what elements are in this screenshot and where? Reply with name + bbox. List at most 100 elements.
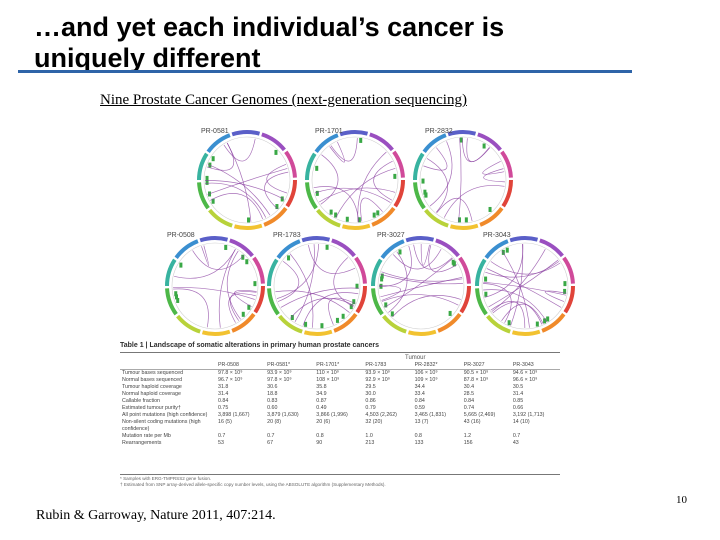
rearrangement-link [482,161,505,175]
copy-number-mark [380,276,384,282]
copy-number-mark [329,209,333,215]
copy-number-mark [287,255,291,261]
rearrangement-link [466,138,490,162]
inner-ring [419,136,507,224]
table-grid: PR-0508 PR-0581* PR-1701* PR-1783 PR-283… [120,362,560,447]
inner-ring [273,242,361,330]
chromosome-ring-segment [208,208,233,228]
rearrangement-link [426,158,448,213]
table-cell: 0.86 [365,398,376,404]
rearrangement-link [174,249,236,279]
copy-number-mark [174,291,178,297]
copy-number-mark [535,321,539,327]
copy-number-mark [345,216,349,222]
table-cell: 0.59 [414,405,425,411]
rearrangement-link [483,168,505,183]
slide-title-line2: uniquely different [34,43,261,73]
rearrangement-link [308,244,356,274]
table-cell: 18.8 [267,391,278,397]
rearrangement-link [328,297,356,325]
table-body: Tumour bases sequenced 97.8 × 10⁹ 93.9 × 1… [120,370,560,448]
chromosome-ring-segment [197,182,210,210]
chromosome-ring-segment [355,285,367,314]
chromosome-ring-segment [479,206,504,227]
table-cell: 13 (7) [414,419,429,425]
rearrangement-link [429,141,453,207]
chromosome-ring-segment [562,256,575,284]
circos-label: PR-3043 [483,232,511,239]
circos-label: PR-2832 [425,128,453,135]
chromosome-ring-segment [197,152,209,181]
table-cell: 0.60 [267,405,278,411]
rearrangement-link [206,142,235,171]
chromosome-ring-segment [267,258,279,287]
copy-number-mark [507,320,511,326]
rearrangement-link [210,193,263,220]
copy-number-mark [355,283,359,289]
chromosome-ring-segment [253,285,265,314]
table-cell: 213 [365,440,375,446]
table-cell: 3,465 (1,831) [414,412,447,418]
rearrangement-link [294,244,315,322]
table-cell: 31.4 [218,391,229,397]
copy-number-mark [335,317,339,323]
copy-number-mark [205,179,209,185]
rearrangement-link [276,244,320,299]
circos-label: PR-3027 [377,232,405,239]
table-cell: 156 [463,440,473,446]
circos-label: PR-0508 [167,232,195,239]
chromosome-ring-segment [341,223,371,230]
copy-number-mark [484,276,488,282]
chromosome-ring-segment [165,258,177,287]
copy-number-mark [459,137,463,143]
rearrangement-link [384,258,453,308]
table-column-header: PR-3043 [510,362,560,370]
table-row: All point mutations (high confidence) 3,8… [120,412,560,419]
chromosome-ring-segment [459,285,471,314]
rearrangement-link [486,268,562,308]
chromosome-ring-segment [475,258,487,287]
copy-number-mark [205,175,209,181]
table-super-header: Tumour [405,355,426,361]
table-row-label: Estimated tumour purity† [122,405,181,411]
table-cell: 34.4 [414,384,425,390]
table-cell: 0.7 [218,433,226,439]
table-cell: 3,866 (1,996) [316,412,348,418]
chromosome-ring-segment [380,239,405,260]
chromosome-ring-segment [314,133,339,154]
rearrangement-link [501,250,530,328]
chromosome-ring-segment [233,223,263,230]
table-header-row: PR-0508 PR-0581* PR-1701* PR-1783 PR-283… [120,362,560,370]
table-cell: 0.85 [512,398,524,404]
figure-subtitle: Nine Prostate Cancer Genomes (next-gener… [100,92,467,108]
chromosome-ring-segment [261,132,286,152]
rearrangement-link [280,287,359,308]
chromosome-ring-segment [252,256,265,284]
table-row-label: Mutation rate per Mb [122,433,171,439]
rearrangement-link [436,197,473,222]
copy-number-mark [482,143,486,149]
rearrangement-link [461,137,491,163]
table-caption: Table 1 | Landscape of somatic alteratio… [120,342,379,349]
table-cell: 108 × 10⁹ [316,377,340,383]
table-cell: 33.4 [414,391,425,397]
copy-number-mark [384,302,388,308]
inner-ring [377,242,465,330]
copy-number-mark [448,310,452,316]
chromosome-ring-segment [229,238,254,258]
rearrangement-link [277,260,300,302]
copy-number-mark [325,244,329,250]
rearrangement-link [381,294,459,306]
table-cell: 94.6 × 10⁹ [512,370,538,376]
chromosome-ring-segment [267,288,280,316]
copy-number-mark [274,149,278,155]
table-cell: 93.9 × 10⁹ [365,370,390,376]
rearrangement-link [490,261,561,275]
chromosome-ring-segment [176,314,201,334]
table-row-label: Callable fraction [122,398,160,404]
table-cell: 5,665 (2,469) [463,412,496,418]
copy-number-mark [176,297,180,303]
table-row-label: Normal bases sequenced [122,377,183,383]
page-number: 10 [676,494,687,506]
copy-number-mark [241,311,245,317]
